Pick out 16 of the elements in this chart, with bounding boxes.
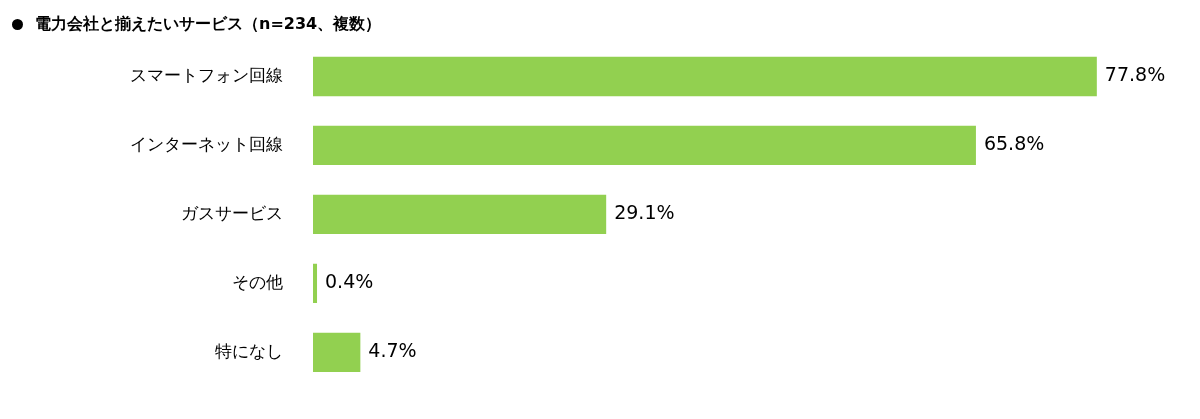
data-label: 65.8% (983, 132, 1045, 155)
y-tick-label: スマートフォン回線 (130, 64, 283, 85)
data-label: 77.8% (1104, 63, 1166, 86)
y-tick-label: インターネット回線 (130, 133, 283, 154)
y-tick-label: ガスサービス (181, 202, 283, 223)
bar (313, 194, 607, 235)
bar (313, 125, 976, 166)
bar (313, 332, 361, 372)
chart-title: 電力会社と揃えたいサービス（n=234、複数） (35, 14, 382, 35)
bar (313, 263, 318, 304)
y-tick-label: 特になし (215, 340, 283, 361)
data-label: 0.4% (325, 270, 374, 293)
bar (313, 56, 1097, 97)
y-tick-label: その他 (232, 271, 283, 292)
data-label: 29.1% (614, 201, 675, 224)
data-label: 4.7% (368, 339, 417, 362)
